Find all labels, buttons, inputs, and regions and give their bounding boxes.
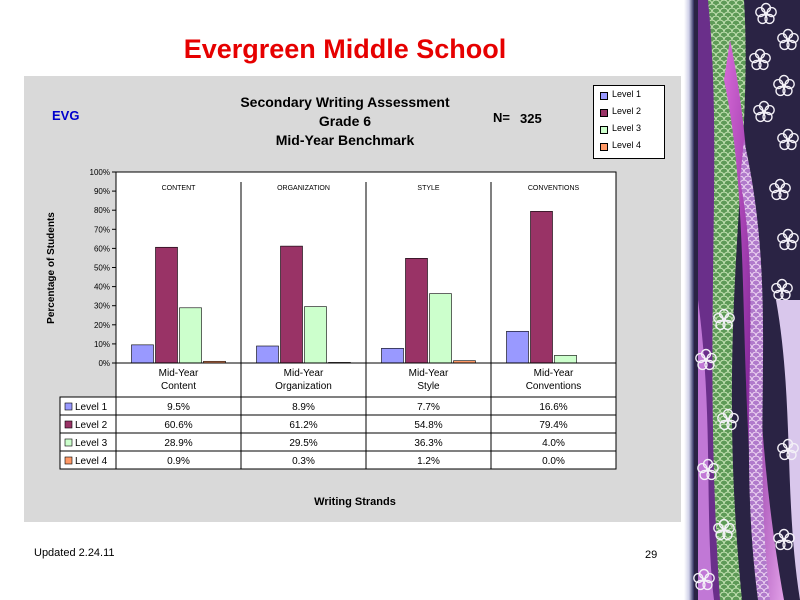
bar-level-1 bbox=[381, 347, 404, 364]
legend-label: Level 2 bbox=[612, 106, 642, 116]
bar-level-1 bbox=[506, 330, 529, 364]
table-series-label: Level 1 bbox=[75, 402, 108, 413]
y-tick-label: 50% bbox=[94, 264, 110, 273]
y-tick-label: 0% bbox=[98, 359, 110, 368]
data-label: 9.5% bbox=[167, 402, 190, 413]
category-label: Mid-Year bbox=[409, 368, 449, 379]
table-swatch bbox=[64, 438, 73, 447]
y-axis-title: Percentage of Students bbox=[46, 212, 57, 324]
table-swatch bbox=[64, 402, 73, 411]
bar-chart: 0% 10% 20% 30% 40% 50% 60% 70% 80% 90% 100% Percent… bbox=[46, 168, 617, 470]
chart-title-line-2: Grade 6 bbox=[318, 113, 372, 129]
data-label: 7.7% bbox=[417, 402, 440, 413]
table-swatch bbox=[64, 420, 73, 429]
category-label: Mid-Year bbox=[284, 368, 324, 379]
y-tick-label: 40% bbox=[94, 283, 110, 292]
category-label: Content bbox=[161, 381, 196, 392]
category-label: Conventions bbox=[526, 381, 582, 392]
bar-level-2 bbox=[155, 246, 178, 364]
chart-title-line-3: Mid-Year Benchmark bbox=[275, 132, 415, 148]
bar-level-3 bbox=[179, 307, 202, 364]
bar-level-3 bbox=[429, 293, 452, 364]
group-header: STYLE bbox=[417, 185, 440, 192]
bar-level-1 bbox=[256, 345, 279, 364]
y-tick-label: 80% bbox=[94, 206, 110, 215]
data-label: 60.6% bbox=[164, 420, 192, 431]
category-label: Style bbox=[417, 381, 440, 392]
data-label: 0.9% bbox=[167, 456, 190, 467]
table-swatch bbox=[64, 456, 73, 465]
school-code: EVG bbox=[52, 108, 80, 123]
decorative-floral-border bbox=[684, 0, 800, 600]
bar-level-3 bbox=[304, 306, 327, 364]
legend-swatch-level-4 bbox=[600, 143, 608, 151]
y-tick-label: 20% bbox=[94, 321, 110, 330]
y-tick-label: 30% bbox=[94, 302, 110, 311]
y-tick-label: 70% bbox=[94, 225, 110, 234]
slide-title: Evergreen Middle School bbox=[183, 34, 507, 64]
y-tick-label: 100% bbox=[90, 168, 110, 177]
chart-legend: Level 1 Level 2 Level 3 Level 4 bbox=[593, 85, 665, 159]
legend-label: Level 1 bbox=[612, 89, 642, 99]
data-label: 16.6% bbox=[539, 402, 567, 413]
data-label: 0.0% bbox=[542, 456, 565, 467]
y-tick-label: 10% bbox=[94, 340, 110, 349]
category-label: Mid-Year bbox=[534, 368, 574, 379]
data-label: 79.4% bbox=[539, 420, 567, 431]
n-label: N= bbox=[493, 110, 510, 125]
data-label: 61.2% bbox=[289, 420, 317, 431]
data-label: 8.9% bbox=[292, 402, 315, 413]
data-label: 36.3% bbox=[414, 438, 442, 449]
group-header: CONVENTIONS bbox=[528, 185, 580, 192]
y-tick-label: 60% bbox=[94, 244, 110, 253]
chart-title-line-1: Secondary Writing Assessment bbox=[240, 94, 450, 110]
legend-label: Level 4 bbox=[612, 140, 642, 150]
table-series-label: Level 3 bbox=[75, 438, 108, 449]
data-label: 29.5% bbox=[289, 438, 317, 449]
legend-swatch-level-1 bbox=[600, 92, 608, 100]
data-label: 0.3% bbox=[292, 456, 315, 467]
legend-swatch-level-2 bbox=[600, 109, 608, 117]
bar-level-1 bbox=[131, 344, 154, 364]
data-label: 54.8% bbox=[414, 420, 442, 431]
n-value: 325 bbox=[520, 111, 542, 126]
data-label: 1.2% bbox=[417, 456, 440, 467]
bar-level-3 bbox=[554, 355, 577, 364]
table-series-label: Level 4 bbox=[75, 456, 108, 467]
page-number: 29 bbox=[645, 549, 658, 561]
legend-label: Level 3 bbox=[612, 123, 642, 133]
data-label: 4.0% bbox=[542, 438, 565, 449]
bar-level-2 bbox=[530, 211, 553, 364]
data-label: 28.9% bbox=[164, 438, 192, 449]
y-tick-label: 90% bbox=[94, 187, 110, 196]
group-header: ORGANIZATION bbox=[277, 185, 330, 192]
table-series-label: Level 2 bbox=[75, 420, 108, 431]
x-axis-title: Writing Strands bbox=[314, 496, 396, 508]
category-label: Mid-Year bbox=[159, 368, 199, 379]
bar-level-2 bbox=[280, 245, 303, 364]
footer-updated-date: Updated 2.24.11 bbox=[34, 547, 115, 559]
bar-level-2 bbox=[405, 258, 428, 364]
chart-title: Secondary Writing Assessment Grade 6 Mid… bbox=[200, 93, 490, 150]
category-label: Organization bbox=[275, 381, 332, 392]
legend-swatch-level-3 bbox=[600, 126, 608, 134]
group-header: CONTENT bbox=[162, 185, 197, 192]
